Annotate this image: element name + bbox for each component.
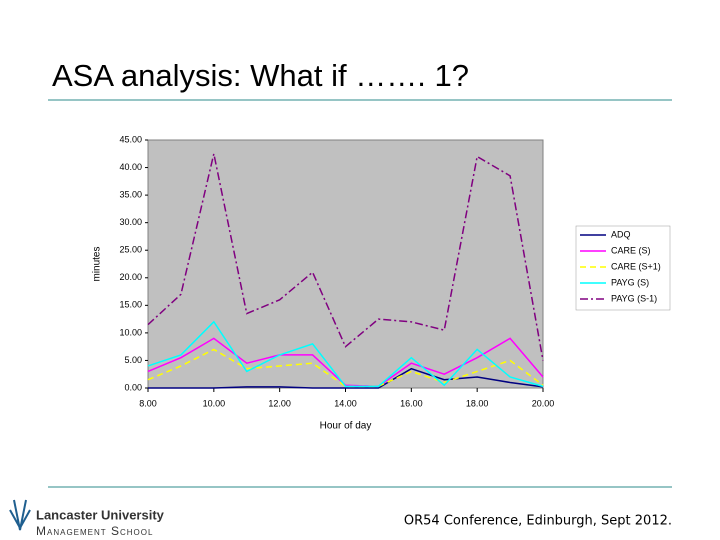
logo-icon	[9, 499, 31, 531]
legend-label: PAYG (S)	[611, 277, 649, 287]
x-tick-label: 20.00	[532, 398, 555, 408]
legend-label: CARE (S+1)	[611, 261, 661, 271]
logo-name: Lancaster University	[36, 507, 165, 522]
y-tick-label: 40.00	[119, 162, 142, 172]
series-line	[148, 367, 544, 389]
logo: Lancaster University Management School	[9, 499, 165, 538]
footer-text: OR54 Conference, Edinburgh, Sept 2012.	[404, 514, 672, 529]
y-tick-label: 45.00	[119, 134, 142, 144]
x-tick-label: 18.00	[466, 398, 489, 408]
legend-label: ADQ	[611, 229, 631, 239]
y-axis-label: minutes	[92, 246, 103, 281]
y-tick-label: 0.00	[124, 382, 142, 392]
y-tick-label: 10.00	[119, 327, 142, 337]
x-tick-label: 10.00	[203, 398, 226, 408]
series-line	[147, 320, 544, 388]
slide-title: ASA analysis: What if ……. 1?	[52, 58, 469, 93]
logo-school: Management School	[36, 524, 153, 538]
y-tick-label: 30.00	[119, 217, 142, 227]
legend-label: CARE (S)	[611, 245, 651, 255]
y-tick-label: 5.00	[124, 355, 142, 365]
legend-label: PAYG (S-1)	[611, 293, 657, 303]
plot-area	[147, 139, 544, 389]
legend-box	[575, 225, 671, 311]
x-tick-label: 14.00	[334, 398, 357, 408]
x-axis-label: Hour of day	[320, 421, 372, 432]
y-tick-label: 20.00	[119, 272, 142, 282]
y-tick-label: 15.00	[119, 300, 142, 310]
x-tick-label: 16.00	[400, 398, 423, 408]
series-line	[147, 153, 544, 361]
y-tick-label: 25.00	[119, 245, 142, 255]
series-line	[147, 348, 544, 388]
x-tick-label: 8.00	[139, 398, 157, 408]
x-tick-label: 12.00	[268, 398, 291, 408]
y-tick-label: 35.00	[119, 189, 142, 199]
